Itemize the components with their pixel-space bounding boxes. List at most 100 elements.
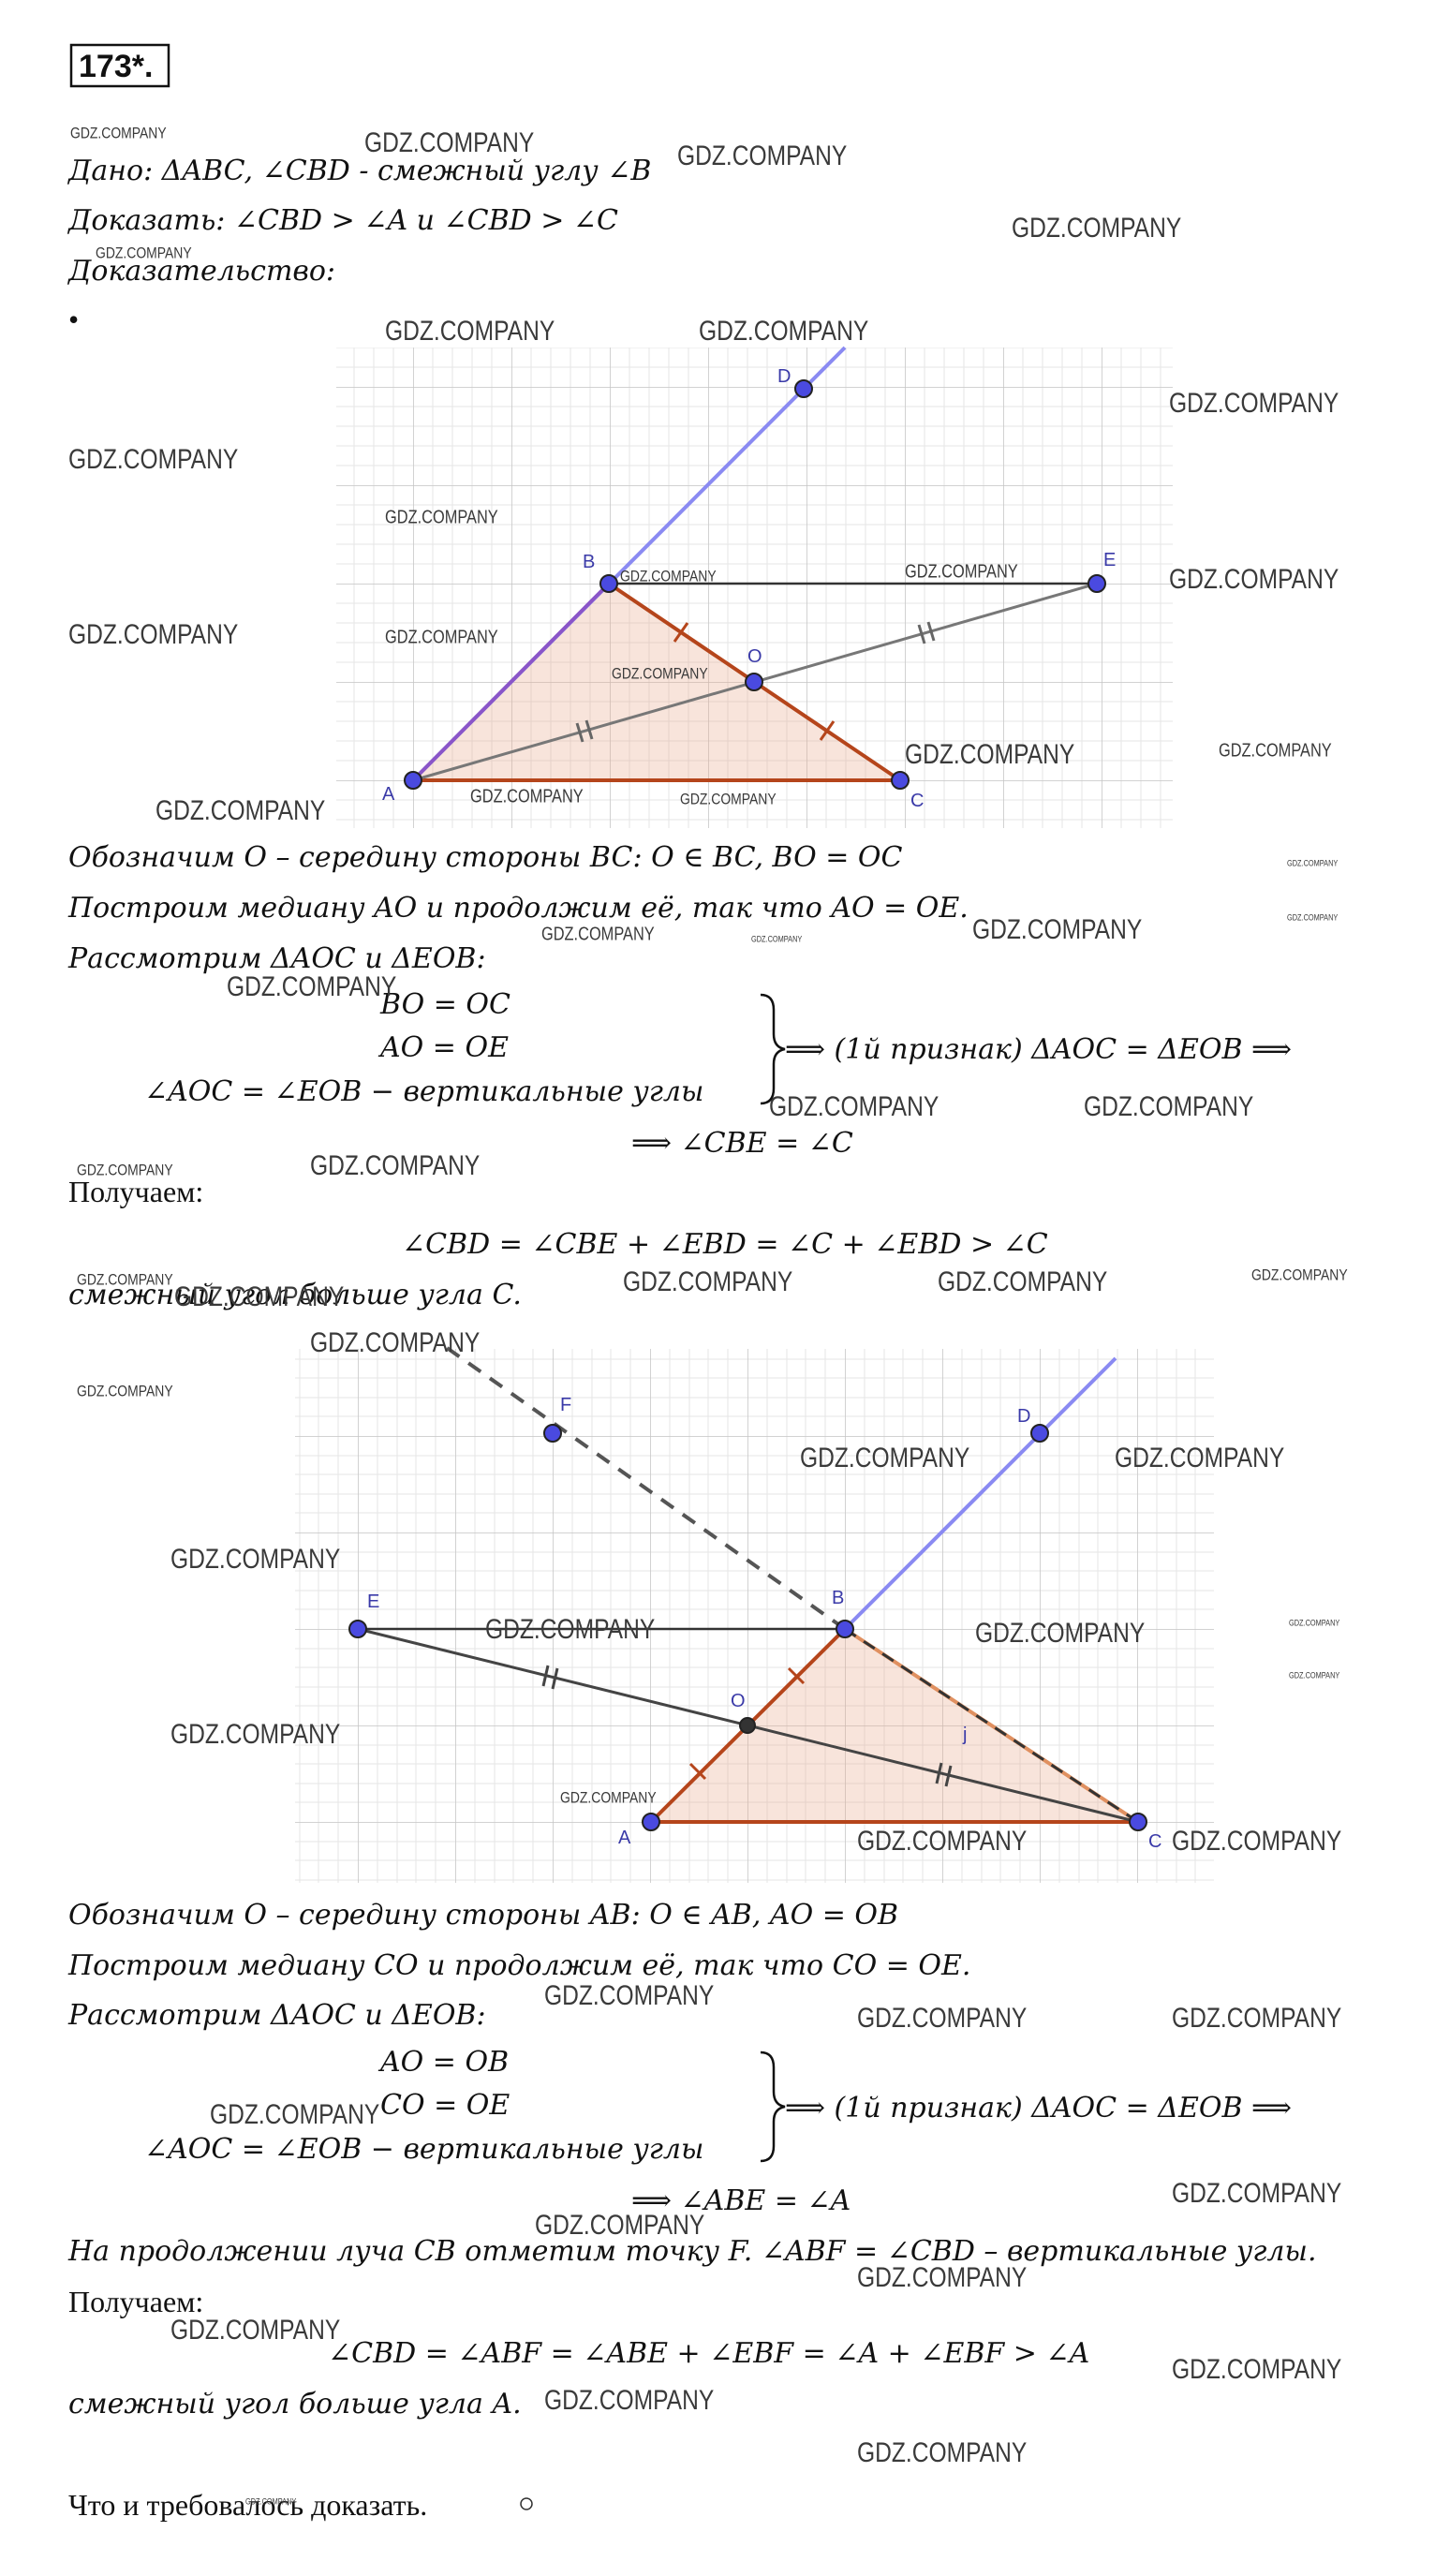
point-label: B — [832, 1588, 844, 1608]
watermark: GDZ.COMPANY — [680, 791, 777, 808]
points — [404, 379, 1106, 790]
watermark: GDZ.COMPANY — [68, 618, 238, 650]
watermark: GDZ.COMPANY — [541, 923, 655, 944]
watermark: GDZ.COMPANY — [751, 935, 803, 944]
text-line: На продолжении луча CB отметим точку F. … — [67, 2235, 1317, 2268]
watermark: GDZ.COMPANY — [620, 568, 717, 585]
watermark: GDZ.COMPANY — [155, 794, 325, 826]
text-line: Построим медиану CO и продолжим её, так … — [67, 1949, 970, 1982]
point-label: O — [747, 646, 762, 667]
watermark: GDZ.COMPANY — [310, 1326, 480, 1358]
point-label: A — [382, 784, 395, 805]
watermark: GDZ.COMPANY — [699, 315, 868, 347]
watermark: GDZ.COMPANY — [96, 244, 192, 262]
system-result: ⟹ (1й признак) ΔAOC = ΔEOB ⟹ — [785, 1033, 1292, 1066]
system-line: ∠AOC = ∠EOB − вертикальные углы — [144, 2133, 703, 2166]
watermark: GDZ.COMPANY — [485, 1613, 655, 1645]
watermark: GDZ.COMPANY — [170, 2314, 340, 2346]
system-line: ∠AOC = ∠EOB − вертикальные углы — [144, 1075, 703, 1108]
watermark: GDZ.COMPANY — [857, 2436, 1027, 2468]
figure-1: A B C D E O — [336, 346, 1173, 828]
end-mark — [520, 2497, 533, 2510]
point-label: E — [367, 1591, 379, 1612]
watermark: GDZ.COMPANY — [1084, 1090, 1253, 1122]
watermark: GDZ.COMPANY — [385, 506, 498, 527]
point-label: C — [1148, 1831, 1161, 1852]
watermark: GDZ.COMPANY — [544, 1979, 714, 2011]
system-line: CO = OE — [380, 2089, 510, 2122]
watermark: GDZ.COMPANY — [245, 2497, 297, 2507]
equation: ∠CBD = ∠ABF = ∠ABE + ∠EBF = ∠A + ∠EBF > … — [328, 2337, 1089, 2370]
watermark: GDZ.COMPANY — [1251, 1266, 1348, 1284]
point-label: D — [777, 366, 791, 387]
proof-heading: Доказательство: — [67, 255, 335, 288]
grid — [336, 348, 1173, 828]
watermark: GDZ.COMPANY — [77, 1162, 173, 1179]
text-line: Обозначим O – середину стороны AB: O ∈ A… — [68, 1899, 898, 1932]
watermark: GDZ.COMPANY — [68, 443, 238, 475]
point-label: B — [583, 552, 595, 572]
watermarks: GDZ.COMPANY GDZ.COMPANY GDZ.COMPANY GDZ.COM… — [68, 125, 1348, 2506]
side-bc-dash — [844, 1627, 1139, 1824]
system-line: BO = OC — [379, 988, 510, 1021]
watermark: GDZ.COMPANY — [227, 970, 396, 1002]
side-ab — [411, 582, 611, 782]
watermark: GDZ.COMPANY — [612, 665, 708, 683]
watermark: GDZ.COMPANY — [938, 1266, 1107, 1297]
text-line: Получаем: — [68, 1175, 203, 1208]
watermark: GDZ.COMPANY — [470, 785, 584, 807]
number-box — [69, 43, 170, 88]
ray-bd — [843, 1356, 1117, 1631]
figure-2: A B C D E O F j — [295, 1343, 1214, 1883]
triangle — [651, 1629, 1138, 1822]
ending: Что и требовалось доказать. — [68, 2488, 427, 2522]
text-line: Рассмотрим ΔAOC и ΔEOB: — [67, 942, 486, 975]
watermark: GDZ.COMPANY — [535, 2209, 704, 2241]
watermark: GDZ.COMPANY — [544, 2384, 714, 2416]
watermark: GDZ.COMPANY — [975, 1617, 1145, 1649]
prove: Доказать: ∠CBD > ∠A и ∠CBD > ∠C — [67, 204, 618, 237]
point-label: O — [731, 1691, 746, 1711]
watermark: GDZ.COMPANY — [857, 2261, 1027, 2293]
point-label: A — [618, 1828, 631, 1848]
watermark: GDZ.COMPANY — [1172, 2353, 1341, 2385]
watermark: GDZ.COMPANY — [70, 125, 167, 142]
brace — [760, 2050, 786, 2163]
watermark: GDZ.COMPANY — [1172, 1825, 1341, 1857]
watermark: GDZ.COMPANY — [1287, 859, 1339, 868]
watermark: GDZ.COMPANY — [905, 560, 1018, 582]
grid — [295, 1349, 1214, 1883]
watermark: GDZ.COMPANY — [385, 315, 555, 347]
consequence: ⟹ ∠CBE = ∠C — [631, 1127, 853, 1160]
point-label: D — [1017, 1406, 1030, 1427]
given: Дано: ΔABC, ∠CBD - смежный углу ∠B — [67, 155, 651, 187]
watermark: GDZ.COMPANY — [905, 738, 1074, 770]
watermark: GDZ.COMPANY — [1289, 1671, 1340, 1680]
text-line: Построим медиану AO и продолжим её, так … — [67, 892, 969, 925]
ray-bf — [441, 1343, 847, 1631]
watermark: GDZ.COMPANY — [174, 1281, 344, 1312]
watermark: GDZ.COMPANY — [210, 2098, 379, 2130]
watermark: GDZ.COMPANY — [1012, 212, 1181, 244]
watermark: GDZ.COMPANY — [364, 126, 534, 158]
watermark: GDZ.COMPANY — [972, 913, 1142, 945]
system-result: ⟹ (1й признак) ΔAOC = ΔEOB ⟹ — [785, 2092, 1292, 2124]
watermark: GDZ.COMPANY — [1115, 1442, 1284, 1473]
brace — [760, 993, 786, 1105]
text-line: Получаем: — [68, 2285, 203, 2318]
watermark: GDZ.COMPANY — [623, 1266, 792, 1297]
tick-marks — [575, 621, 936, 743]
watermark: GDZ.COMPANY — [1169, 563, 1339, 595]
text-line: смежный угол больше угла C. — [68, 1279, 522, 1311]
text-line: Обозначим O – середину стороны BC: O ∈ B… — [68, 841, 903, 874]
consequence: ⟹ ∠ABE = ∠A — [631, 2184, 851, 2217]
watermark: GDZ.COMPANY — [170, 1718, 340, 1750]
watermark: GDZ.COMPANY — [1172, 2177, 1341, 2209]
watermark: GDZ.COMPANY — [77, 1383, 173, 1400]
point-label: E — [1103, 550, 1116, 570]
watermark: GDZ.COMPANY — [170, 1543, 340, 1575]
bullet: • — [68, 303, 79, 336]
watermark: GDZ.COMPANY — [1289, 1619, 1340, 1628]
